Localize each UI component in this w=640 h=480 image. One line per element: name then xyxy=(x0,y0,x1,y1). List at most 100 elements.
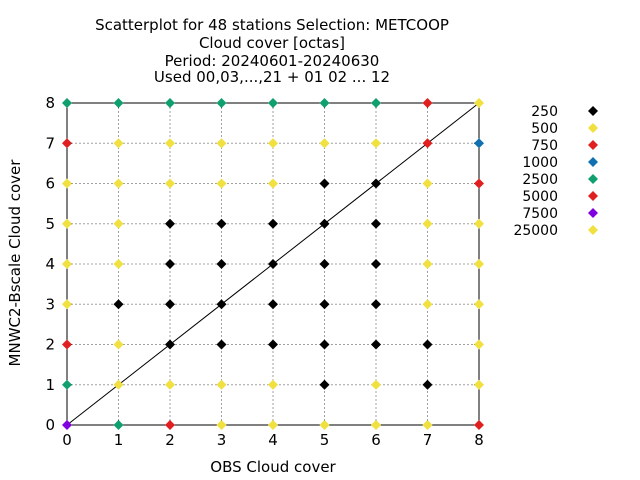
data-points xyxy=(62,98,484,430)
data-point-series-250 xyxy=(165,259,175,269)
data-point-series-250 xyxy=(422,379,433,390)
legend-label: 250 xyxy=(531,104,558,120)
chart-title: Scatterplot for 48 stations Selection: M… xyxy=(95,16,449,86)
data-point-series-500 xyxy=(474,339,484,350)
data-point-series-5000 xyxy=(422,98,433,108)
data-point-series-25000 xyxy=(268,420,278,430)
data-point-series-500 xyxy=(113,218,124,229)
data-point-series-500 xyxy=(422,259,433,269)
data-point-series-500 xyxy=(474,98,484,108)
y-tick-label: 6 xyxy=(45,175,55,193)
data-point-series-250 xyxy=(319,178,330,189)
data-point-series-500 xyxy=(113,138,124,149)
data-point-series-5000 xyxy=(165,420,175,430)
y-tick-label: 2 xyxy=(45,336,55,354)
legend-marker xyxy=(588,208,598,218)
legend-marker xyxy=(588,157,598,167)
x-tick-label: 0 xyxy=(62,431,72,449)
x-tick-label: 6 xyxy=(371,431,381,449)
data-point-series-500 xyxy=(216,379,227,390)
data-point-series-250 xyxy=(216,339,227,350)
legend-label: 25000 xyxy=(513,223,558,239)
legend-label: 7500 xyxy=(522,206,558,222)
data-point-series-250 xyxy=(216,259,227,269)
data-point-series-250 xyxy=(319,259,330,269)
y-tick-label: 8 xyxy=(45,94,55,112)
legend-marker xyxy=(588,174,598,184)
data-point-series-500 xyxy=(422,178,433,189)
data-point-series-250 xyxy=(371,218,381,229)
data-point-series-500 xyxy=(474,299,484,310)
data-point-series-2500 xyxy=(62,379,72,390)
data-point-series-250 xyxy=(371,339,381,350)
data-point-series-250 xyxy=(268,339,278,350)
x-axis-label: OBS Cloud cover xyxy=(210,458,336,476)
title-line-1: Scatterplot for 48 stations Selection: M… xyxy=(95,16,449,34)
data-point-series-750 xyxy=(422,138,433,149)
data-point-series-250 xyxy=(268,259,278,269)
data-point-series-500 xyxy=(113,259,124,269)
data-point-series-500 xyxy=(165,178,175,189)
data-point-series-250 xyxy=(371,259,381,269)
title-line-3: Period: 20240601-20240630 xyxy=(165,52,380,70)
data-point-series-2500 xyxy=(165,98,175,108)
data-point-series-500 xyxy=(319,138,330,149)
y-tick-label: 1 xyxy=(45,376,55,394)
x-tick-label: 2 xyxy=(165,431,175,449)
data-point-series-250 xyxy=(113,299,124,310)
data-point-series-250 xyxy=(319,379,330,390)
data-point-series-2500 xyxy=(319,98,330,108)
data-point-series-250 xyxy=(319,339,330,350)
data-point-series-250 xyxy=(268,218,278,229)
data-point-series-250 xyxy=(371,178,381,189)
x-tick-label: 8 xyxy=(474,431,484,449)
data-point-series-500 xyxy=(422,299,433,310)
y-tick-label: 5 xyxy=(45,215,55,233)
y-tick-label: 7 xyxy=(45,134,55,152)
data-point-series-500 xyxy=(216,178,227,189)
data-point-series-250 xyxy=(216,299,227,310)
data-point-series-7500 xyxy=(62,420,72,430)
data-point-series-25000 xyxy=(422,420,433,430)
data-point-series-5000 xyxy=(474,420,484,430)
legend-label: 1000 xyxy=(522,155,558,171)
data-point-series-250 xyxy=(319,218,330,229)
data-point-series-25000 xyxy=(371,420,381,430)
legend-label: 5000 xyxy=(522,189,558,205)
data-point-series-500 xyxy=(268,138,278,149)
data-point-series-2500 xyxy=(371,98,381,108)
title-line-2: Cloud cover [octas] xyxy=(199,34,345,52)
data-point-series-500 xyxy=(62,178,72,189)
x-tick-label: 5 xyxy=(320,431,330,449)
data-point-series-500 xyxy=(62,299,72,310)
legend-marker xyxy=(588,123,598,133)
data-point-series-500 xyxy=(113,178,124,189)
x-tick-label: 7 xyxy=(423,431,433,449)
legend-label: 500 xyxy=(531,121,558,137)
data-point-series-5000 xyxy=(474,178,484,189)
data-point-series-500 xyxy=(371,138,381,149)
data-point-series-250 xyxy=(165,299,175,310)
data-point-series-500 xyxy=(371,379,381,390)
x-tick-label: 4 xyxy=(268,431,278,449)
data-point-series-500 xyxy=(165,138,175,149)
y-axis-ticks: 0 1 2 3 4 5 6 7 8 xyxy=(45,94,479,434)
data-point-series-250 xyxy=(319,299,330,310)
data-point-series-500 xyxy=(474,218,484,229)
legend-marker xyxy=(588,140,598,150)
y-tick-label: 0 xyxy=(45,416,55,434)
data-point-series-500 xyxy=(268,178,278,189)
data-point-series-250 xyxy=(165,339,175,350)
data-point-series-250 xyxy=(165,218,175,229)
data-point-series-750 xyxy=(62,138,72,149)
data-point-series-250 xyxy=(216,218,227,229)
data-point-series-25000 xyxy=(319,420,330,430)
x-tick-label: 1 xyxy=(114,431,124,449)
data-point-series-500 xyxy=(113,339,124,350)
data-point-series-500 xyxy=(113,379,124,390)
data-point-series-2500 xyxy=(268,98,278,108)
data-point-series-25000 xyxy=(216,420,227,430)
legend-label: 750 xyxy=(531,138,558,154)
